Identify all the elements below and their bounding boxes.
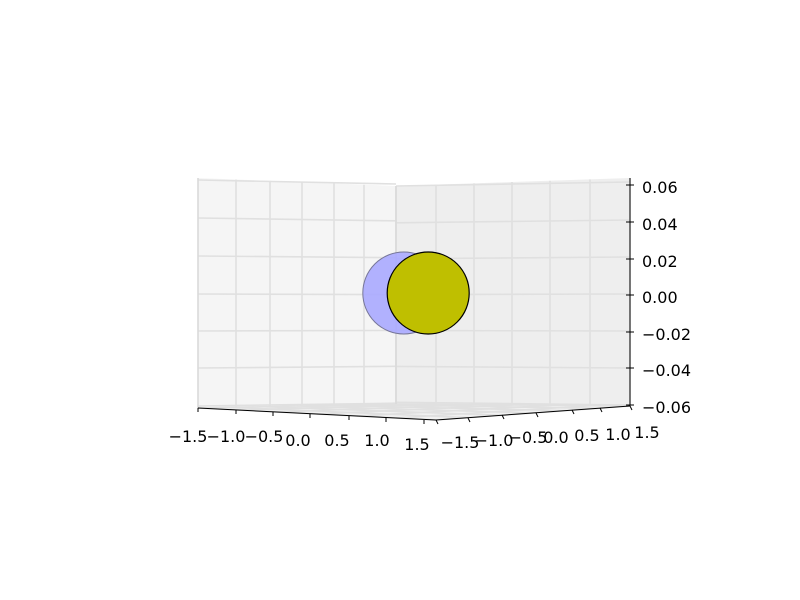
y-tick [535, 412, 539, 418]
grid-line-left-h [197, 217, 397, 222]
grid-line-left-h [197, 255, 397, 259]
grid-line-right-h [395, 181, 631, 187]
x-tick-label: −0.5 [245, 427, 284, 446]
z-tick-label: 0.02 [642, 252, 678, 271]
grid-line-left-h [197, 402, 397, 407]
data-point-marker [386, 251, 470, 335]
z-axis-ticks: 0.06 0.04 0.02 0.00 −0.02 −0.04 −0.06 [626, 178, 691, 417]
grid-line-right-h [395, 401, 631, 406]
z-tick-label: 0.04 [642, 215, 678, 234]
y-tick-label: −0.5 [509, 428, 548, 447]
y-tick [501, 414, 505, 420]
y-tick [435, 419, 439, 425]
grid-line-left-h [197, 179, 397, 185]
y-tick-label: 0.5 [574, 426, 599, 445]
y-tick-label: 0.0 [543, 428, 568, 447]
grid-line-right-h [395, 219, 631, 224]
y-tick-label: −1.0 [475, 431, 514, 450]
grid-line-left-h [197, 329, 397, 332]
y-tick-label: −1.5 [441, 433, 480, 452]
grid-line-left-h [197, 365, 397, 369]
y-tick [571, 409, 575, 415]
grid-line-floor [362, 403, 598, 410]
y-tick-label: 1.5 [634, 423, 659, 442]
grid-line-right-h [395, 365, 631, 369]
x-axis-ticks: −1.5 −1.0 −0.5 0.0 0.5 1.0 1.5 [169, 408, 430, 454]
x-tick-label: 0.5 [324, 431, 349, 450]
x-tick-label: 0.0 [285, 431, 310, 450]
x-tick-label: −1.5 [169, 427, 208, 446]
z-tick-label: −0.06 [642, 398, 691, 417]
z-tick-label: −0.02 [642, 325, 691, 344]
left-pane [198, 178, 396, 408]
x-tick-label: −1.0 [207, 427, 246, 446]
x-tick-label: 1.5 [404, 435, 429, 454]
z-tick-label: 0.00 [642, 288, 678, 307]
data-points [362, 251, 470, 335]
right-pane [396, 178, 630, 406]
y-tick [467, 417, 471, 423]
z-tick-label: −0.04 [642, 361, 691, 380]
y-axis-line [435, 405, 631, 421]
y-axis-ticks: −1.5−1.0−0.50.0 0.5 1.0 1.5 [435, 405, 660, 452]
y-tick [599, 407, 603, 413]
y-tick-label: 1.0 [605, 425, 630, 444]
grid-line-floor [395, 403, 631, 407]
y-tick [629, 405, 633, 411]
z-tick-label: 0.06 [642, 178, 678, 197]
x-tick-label: 1.0 [364, 431, 389, 450]
x-axis-line [197, 407, 437, 421]
